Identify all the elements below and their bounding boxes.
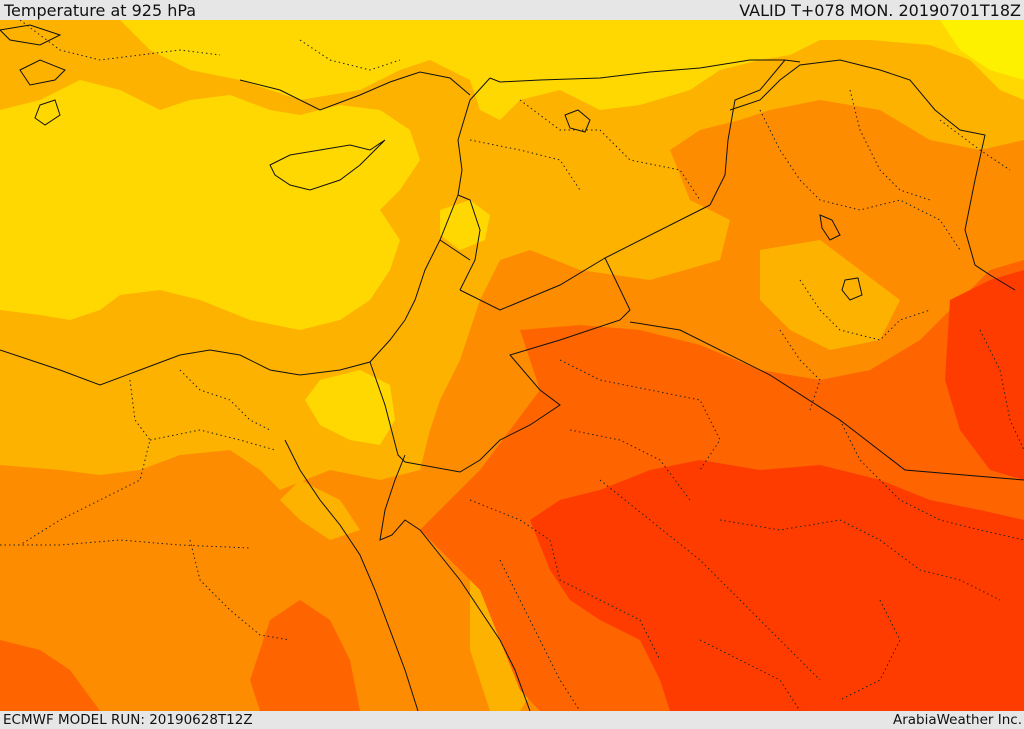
temp-band-yellow-med <box>0 80 420 330</box>
temp-band-dark-orange-mid <box>250 600 360 711</box>
temp-band-yellow-syria <box>440 200 490 250</box>
map-title: Temperature at 925 hPa <box>4 0 197 20</box>
temp-band-yellow-negev <box>305 370 395 445</box>
temp-band-dark-orange-west <box>0 640 100 711</box>
provider-credit: ArabiaWeather Inc. <box>892 712 1022 728</box>
temp-band-yellow <box>0 20 1024 120</box>
temp-band-amber-east <box>760 240 900 350</box>
model-run: ECMWF MODEL RUN: 20190628T12Z <box>3 712 253 728</box>
temp-band-light-yellow <box>940 20 1024 80</box>
map-panel[interactable] <box>0 20 1024 711</box>
header-bar: Temperature at 925 hPa VALID T+078 MON. … <box>0 0 1024 20</box>
coastlines <box>0 24 1016 711</box>
temp-band-red-orange-ne <box>945 270 1024 480</box>
temperature-map[interactable] <box>0 20 1024 711</box>
province-borders <box>0 20 1024 711</box>
valid-time: VALID T+078 MON. 20190701T18Z <box>739 0 1021 20</box>
footer-bar: ECMWF MODEL RUN: 20190628T12Z ArabiaWeat… <box>0 711 1024 729</box>
